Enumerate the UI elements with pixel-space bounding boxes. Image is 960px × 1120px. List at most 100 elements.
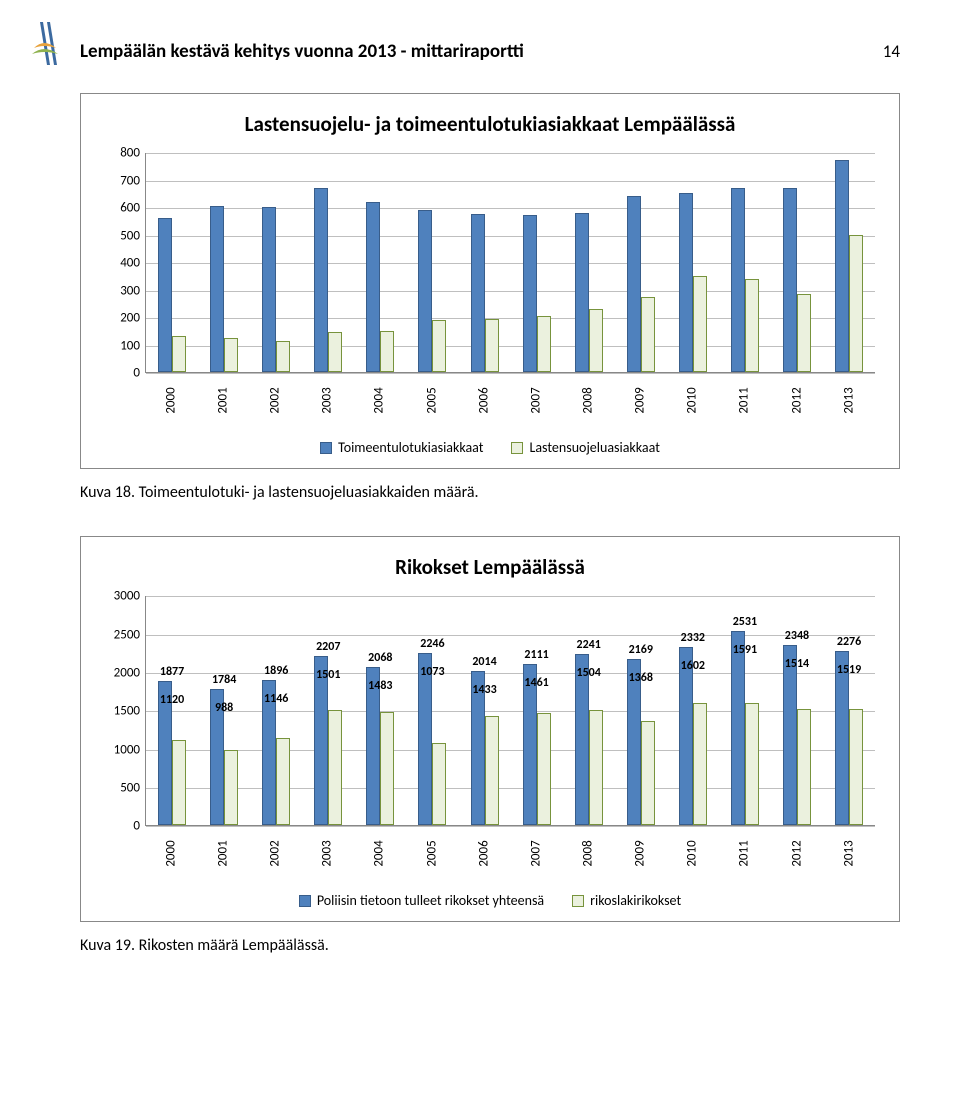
xtick-label: 2013 — [823, 373, 875, 417]
xtick-label: 2001 — [197, 826, 249, 870]
page-header: Lempäälän kestävä kehitys vuonna 2013 - … — [80, 40, 900, 63]
xtick-label: 2006 — [458, 373, 510, 417]
bar-series-b — [745, 703, 759, 825]
data-label: 2348 — [785, 629, 809, 643]
bar-series-b — [849, 235, 863, 373]
bar-series-a — [627, 196, 641, 372]
xtick-label: 2002 — [249, 373, 301, 417]
bar-group — [511, 152, 563, 372]
bar-series-b — [641, 721, 655, 826]
ytick-label: 2000 — [114, 666, 146, 681]
chart-1-legend: Toimeentulotukiasiakkaat Lastensuojeluasi… — [97, 439, 883, 456]
legend-label: Lastensuojeluasiakkaat — [529, 439, 659, 456]
ytick-label: 700 — [120, 173, 146, 188]
bar-series-b — [485, 716, 499, 826]
data-label: 2332 — [681, 631, 705, 645]
data-label: 1433 — [472, 683, 496, 697]
bar-series-b — [172, 740, 186, 826]
legend-swatch — [320, 442, 332, 454]
data-label: 2207 — [316, 640, 340, 654]
gridline — [146, 826, 875, 827]
bar-series-b — [537, 713, 551, 825]
xtick-label: 2012 — [771, 826, 823, 870]
data-label: 988 — [215, 701, 233, 715]
xtick-label: 2010 — [666, 826, 718, 870]
bars-row: 1877112017849881896114622071501206814832… — [146, 595, 875, 825]
legend-item: rikoslakirikokset — [572, 892, 681, 909]
bar-group: 1784988 — [198, 595, 250, 825]
ytick-label: 200 — [120, 311, 146, 326]
bar-series-b — [172, 336, 186, 372]
xtick-label: 2013 — [823, 826, 875, 870]
ytick-label: 0 — [133, 366, 146, 381]
bar-series-b — [224, 338, 238, 372]
data-label: 1461 — [524, 676, 548, 690]
legend-swatch — [572, 895, 584, 907]
data-label: 1120 — [160, 693, 184, 707]
bar-group: 20141433 — [458, 595, 510, 825]
chart-2-plot: 0500100015002000250030001877112017849881… — [145, 596, 875, 826]
data-label: 1602 — [681, 659, 705, 673]
bar-series-b — [328, 332, 342, 372]
bar-series-b — [537, 316, 551, 372]
legend-item: Lastensuojeluasiakkaat — [511, 439, 659, 456]
logo-icon — [30, 20, 70, 70]
bar-group — [667, 152, 719, 372]
bar-series-b — [849, 709, 863, 825]
bar-series-a — [731, 631, 745, 825]
bar-group: 23481514 — [771, 595, 823, 825]
chart-1-area: 0100200300400500600700800 20002001200220… — [97, 153, 883, 417]
bar-series-b — [485, 319, 499, 373]
bar-series-a — [210, 206, 224, 372]
ytick-label: 800 — [120, 146, 146, 161]
bar-series-b — [328, 710, 342, 825]
chart-2-box: Rikokset Lempäälässä 0500100015002000250… — [80, 536, 900, 922]
ytick-label: 2500 — [114, 627, 146, 642]
data-label: 2111 — [524, 648, 548, 662]
ytick-label: 300 — [120, 283, 146, 298]
bar-series-a — [158, 218, 172, 372]
data-label: 2531 — [733, 615, 757, 629]
bar-series-a — [679, 193, 693, 372]
xtick-label: 2005 — [406, 826, 458, 870]
data-label: 1877 — [160, 665, 184, 679]
bar-group — [406, 152, 458, 372]
data-label: 1591 — [733, 643, 757, 657]
bar-series-a — [835, 651, 849, 825]
chart-1-title: Lastensuojelu- ja toimeentulotukiasiakka… — [97, 112, 883, 137]
bar-series-a — [366, 202, 380, 373]
xtick-label: 2005 — [406, 373, 458, 417]
bar-series-a — [783, 188, 797, 372]
bar-group: 22411504 — [563, 595, 615, 825]
xtick-label: 2004 — [354, 373, 406, 417]
page-number: 14 — [883, 41, 900, 62]
bar-series-b — [380, 331, 394, 372]
bar-group: 22461073 — [406, 595, 458, 825]
data-label: 1519 — [837, 663, 861, 677]
bar-group — [458, 152, 510, 372]
chart-2-area: 0500100015002000250030001877112017849881… — [97, 596, 883, 870]
chart-2-xlabels: 2000200120022003200420052006200720082009… — [145, 826, 875, 870]
bar-series-a — [575, 213, 589, 373]
bar-series-b — [745, 279, 759, 373]
bar-group — [354, 152, 406, 372]
ytick-label: 600 — [120, 201, 146, 216]
legend-label: Toimeentulotukiasiakkaat — [338, 439, 483, 456]
bar-series-b — [589, 710, 603, 825]
bar-group — [615, 152, 667, 372]
bar-series-a — [262, 207, 276, 372]
ytick-label: 3000 — [114, 589, 146, 604]
page: Lempäälän kestävä kehitys vuonna 2013 - … — [0, 0, 960, 1003]
bar-series-b — [432, 320, 446, 372]
chart-2-legend: Poliisin tietoon tulleet rikokset yhteen… — [97, 892, 883, 909]
xtick-label: 2010 — [666, 373, 718, 417]
data-label: 2169 — [629, 643, 653, 657]
data-label: 2246 — [420, 637, 444, 651]
xtick-label: 2007 — [510, 826, 562, 870]
xtick-label: 2000 — [145, 373, 197, 417]
bar-series-b — [693, 276, 707, 372]
bar-group — [719, 152, 771, 372]
data-label: 2241 — [576, 638, 600, 652]
xtick-label: 2000 — [145, 826, 197, 870]
legend-item: Toimeentulotukiasiakkaat — [320, 439, 483, 456]
